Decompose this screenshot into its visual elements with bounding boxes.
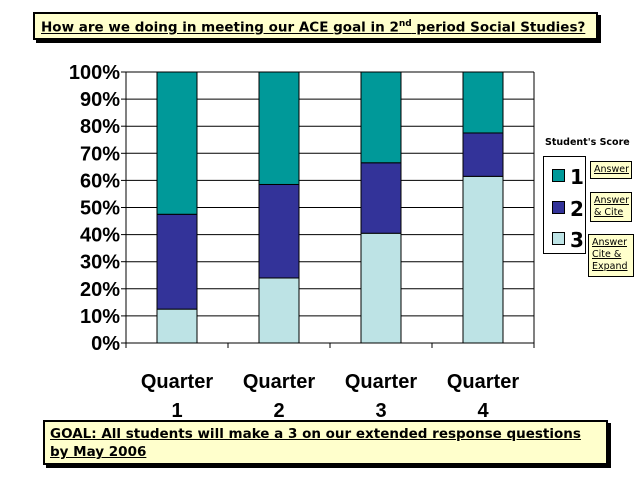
legend-label-2: 2 [570,197,584,221]
legend-swatch-2 [552,201,565,214]
title-box: How are we doing in meeting our ACE goal… [33,12,598,40]
y-tick-label: 30% [80,252,120,274]
bar-segment [360,162,402,234]
legend-title: Student's Score [545,137,630,148]
x-tick-label: Quarter [243,371,315,393]
bar-segment [156,308,198,344]
y-tick-label: 40% [80,225,120,247]
goal-text: GOAL: All students will make a 3 on our … [50,426,581,460]
stacked-bar-chart: 0% 10% 20% 30% 40% 50% 60% 70% 80% 90% 100% Quarter… [69,62,535,420]
bar-segment [258,277,300,344]
legend-label-1: 1 [570,165,584,189]
bar-segment [360,71,402,164]
legend-swatch-1 [552,169,565,182]
x-tick-label: Quarter [447,371,519,393]
y-tick-label: 80% [80,116,120,138]
x-tick-label: Quarter [141,371,213,393]
chart-title: How are we doing in meeting our ACE goal… [41,19,586,36]
note-answer: Answer [590,161,632,179]
y-tick-label: 0% [91,333,120,355]
legend-item-3: 3 [552,228,586,252]
bar-segment [462,71,504,134]
y-tick-label: 20% [80,279,120,301]
bar-segment [156,213,198,310]
goal-box: GOAL: All students will make a 3 on our … [43,420,608,465]
y-tick-label: 60% [80,170,120,192]
x-tick-label: 2 [273,400,284,420]
bar-segment [462,132,504,177]
y-tick-label: 100% [69,62,120,84]
bar-segment [156,71,198,215]
y-tick-label: 70% [80,143,120,165]
x-tick-label: 4 [477,400,489,420]
note-answer-cite-expand: Answer Cite & Expand [588,234,634,277]
note-answer-cite: Answer & Cite [590,192,632,222]
y-tick-label: 90% [80,89,120,111]
bar-segment [360,232,402,344]
bar-segment [462,175,504,344]
x-tick-label: 1 [171,400,182,420]
x-tick-label: 3 [375,400,386,420]
legend-item-1: 1 [552,165,586,189]
bar-segment [258,71,300,185]
bar-segment [258,183,300,279]
legend-label-3: 3 [570,228,584,252]
y-tick-label: 50% [80,198,120,220]
legend-item-2: 2 [552,197,586,221]
legend: 1 2 3 [543,156,586,254]
y-tick-label: 10% [80,306,120,328]
legend-swatch-3 [552,232,565,245]
x-tick-label: Quarter [345,371,417,393]
